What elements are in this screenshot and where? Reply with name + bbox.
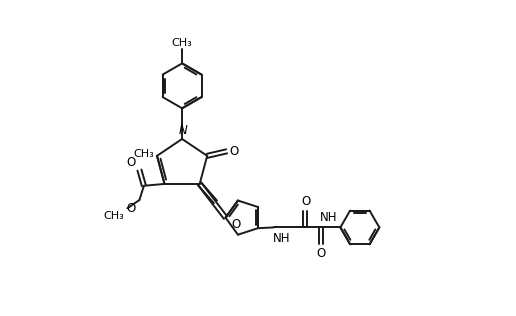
Text: O: O <box>126 202 136 215</box>
Text: O: O <box>301 195 310 208</box>
Text: CH₃: CH₃ <box>133 149 154 159</box>
Text: NH: NH <box>320 211 337 224</box>
Text: O: O <box>317 246 326 259</box>
Text: NH: NH <box>273 232 291 245</box>
Text: N: N <box>179 124 187 137</box>
Text: O: O <box>126 155 136 168</box>
Text: CH₃: CH₃ <box>103 211 124 221</box>
Text: O: O <box>232 218 240 231</box>
Text: CH₃: CH₃ <box>172 38 192 48</box>
Text: O: O <box>229 145 238 158</box>
